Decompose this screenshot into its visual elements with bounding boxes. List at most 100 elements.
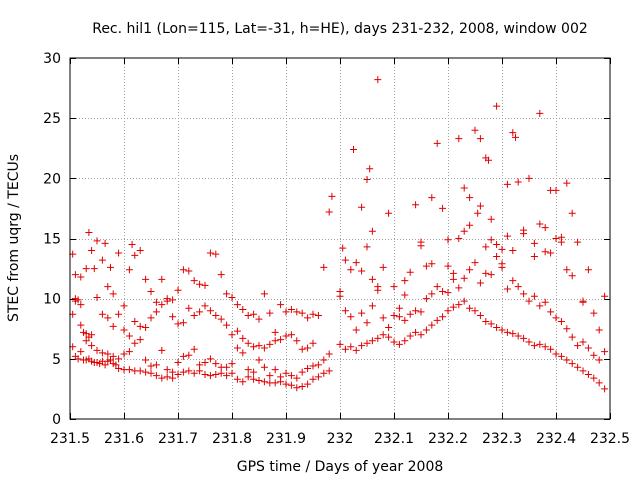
data-point — [595, 379, 603, 387]
data-point — [401, 277, 409, 285]
data-point — [320, 369, 328, 377]
data-point — [379, 331, 387, 339]
data-point — [422, 295, 430, 303]
data-point — [152, 308, 160, 316]
data-point — [217, 315, 225, 323]
data-point — [112, 361, 120, 369]
data-point — [309, 310, 317, 318]
data-point — [379, 263, 387, 271]
data-point — [557, 352, 565, 360]
data-point — [541, 224, 549, 232]
data-point — [77, 273, 85, 281]
data-point — [487, 236, 495, 244]
data-point — [142, 356, 150, 364]
data-point — [293, 384, 301, 392]
data-point — [128, 241, 136, 249]
data-point — [493, 241, 501, 249]
data-point — [250, 310, 258, 318]
data-point — [82, 265, 90, 273]
data-point — [309, 375, 317, 383]
data-point — [109, 352, 117, 360]
data-point — [395, 313, 403, 321]
data-point — [485, 156, 492, 164]
data-point — [71, 271, 79, 279]
data-point — [401, 316, 409, 324]
data-point — [239, 349, 247, 357]
data-point — [298, 383, 306, 391]
data-point — [498, 263, 506, 271]
data-point — [336, 340, 344, 348]
data-point — [125, 266, 133, 274]
data-point — [93, 237, 101, 245]
data-point — [163, 366, 171, 374]
data-point — [309, 362, 317, 370]
data-point — [428, 194, 436, 202]
data-point — [158, 275, 166, 283]
data-point — [433, 283, 441, 291]
data-point — [101, 361, 109, 369]
data-point — [228, 360, 236, 368]
data-point — [109, 322, 117, 330]
data-point — [136, 336, 144, 344]
data-point — [563, 179, 571, 187]
data-point — [239, 305, 247, 313]
data-point — [428, 290, 436, 298]
data-point — [530, 342, 538, 350]
y-tick-label: 15 — [43, 232, 61, 248]
data-point — [412, 328, 420, 336]
data-point — [196, 367, 204, 375]
data-point — [293, 374, 301, 382]
data-point — [212, 250, 220, 258]
data-point — [244, 366, 252, 374]
data-point — [358, 309, 366, 317]
data-point — [601, 292, 609, 300]
x-tick-label: 232.5 — [590, 431, 630, 447]
data-point — [347, 266, 355, 274]
data-point — [428, 321, 436, 329]
data-point — [77, 321, 85, 329]
data-point — [563, 356, 571, 364]
data-point — [406, 310, 414, 318]
data-point — [277, 336, 285, 344]
data-point — [185, 367, 193, 375]
data-point — [190, 277, 198, 285]
data-point — [557, 318, 565, 326]
data-point — [509, 247, 517, 255]
data-point — [363, 243, 371, 251]
data-point — [158, 374, 166, 382]
data-point — [115, 310, 123, 318]
data-point — [385, 333, 393, 341]
data-point — [466, 266, 474, 274]
y-tick-label: 0 — [52, 412, 61, 428]
data-point — [439, 204, 447, 212]
data-point — [503, 328, 511, 336]
data-point — [460, 227, 468, 235]
data-point — [347, 343, 355, 351]
data-point — [466, 221, 474, 229]
data-point — [471, 259, 479, 267]
data-point — [142, 275, 150, 283]
data-point — [374, 76, 382, 84]
data-point — [525, 338, 533, 346]
y-tick-label: 25 — [43, 111, 61, 127]
data-point — [260, 378, 268, 386]
data-point — [336, 287, 344, 295]
data-point — [552, 314, 560, 322]
data-point — [412, 201, 420, 209]
data-point — [282, 308, 290, 316]
data-point — [374, 334, 382, 342]
data-point — [444, 307, 452, 315]
data-point — [125, 348, 133, 356]
data-point — [287, 305, 295, 313]
data-point — [341, 307, 349, 315]
data-point — [487, 271, 495, 279]
data-point — [363, 176, 371, 184]
data-point — [509, 330, 517, 338]
data-point — [93, 346, 101, 354]
data-point — [541, 248, 549, 256]
data-point — [568, 209, 576, 217]
data-point — [563, 266, 571, 274]
x-tick-label: 232.1 — [374, 431, 414, 447]
x-tick-label: 231.8 — [212, 431, 252, 447]
data-point — [368, 227, 376, 235]
